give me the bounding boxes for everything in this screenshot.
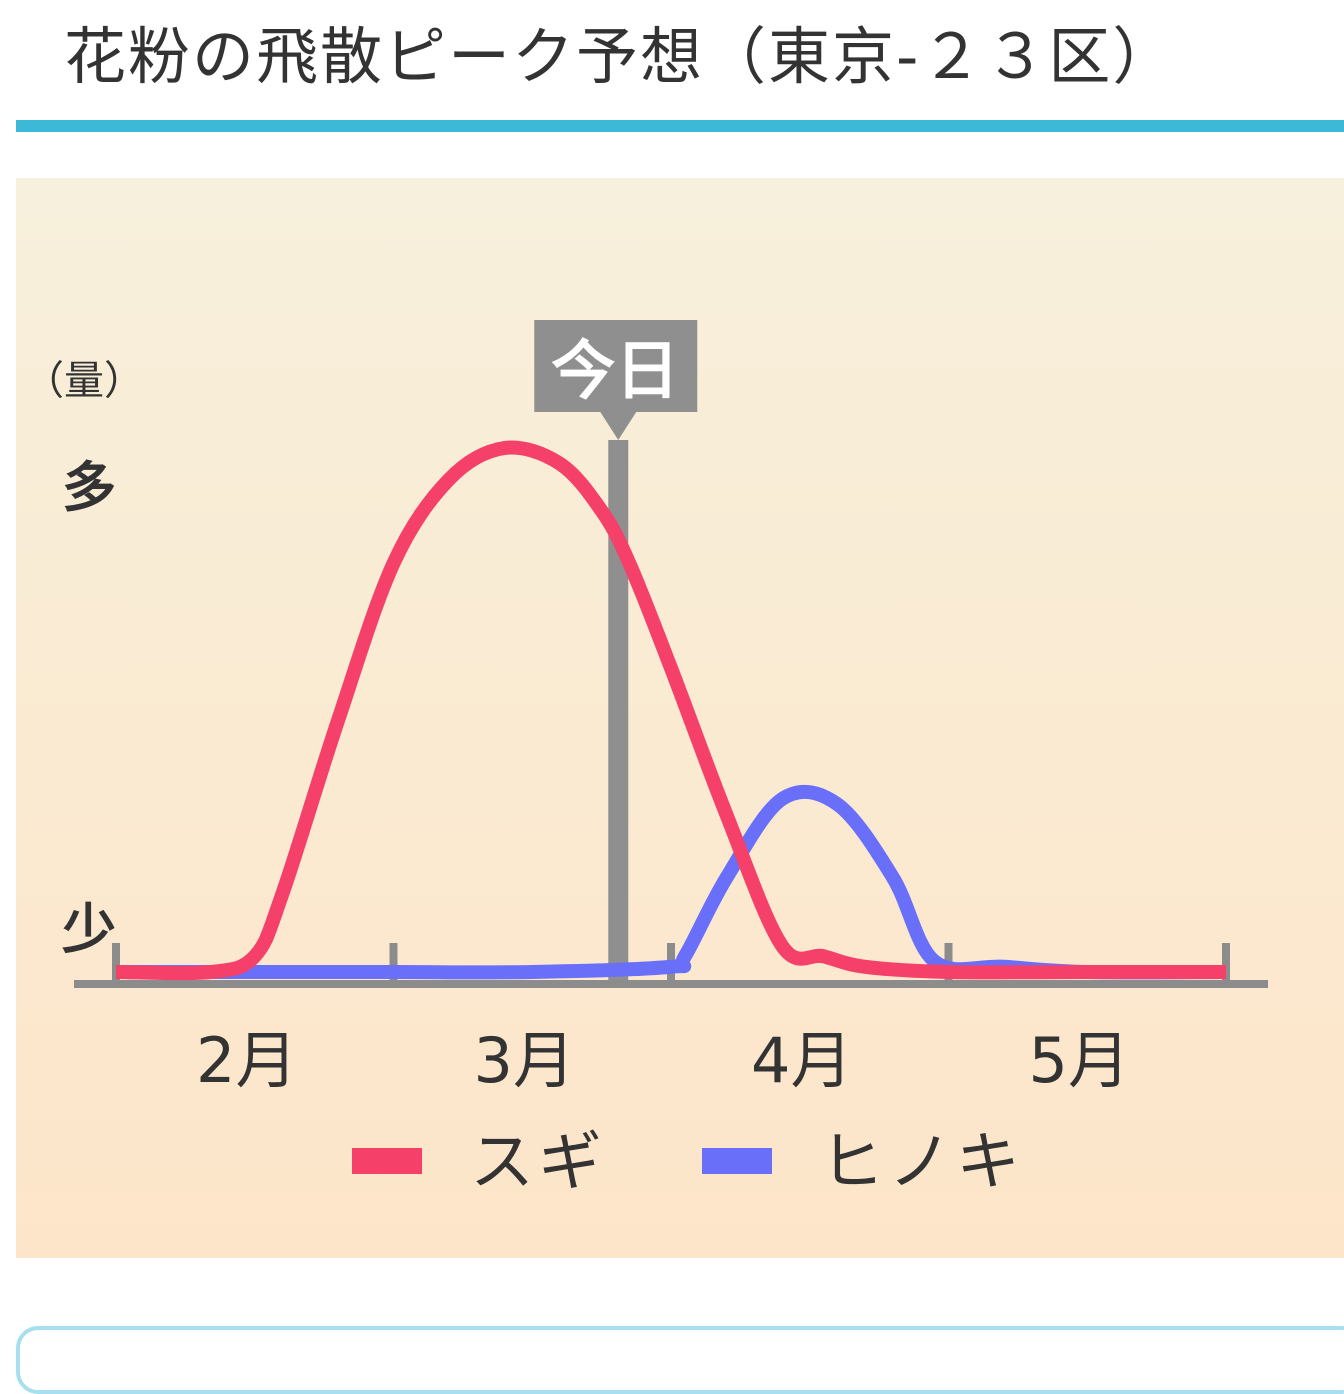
- today-badge: [534, 320, 698, 412]
- page-title: 花粉の飛散ピーク予想（東京-２３区）: [64, 20, 1177, 93]
- legend-label-1: スギ: [470, 1126, 606, 1200]
- legend-label-2: ヒノキ: [820, 1126, 1024, 1200]
- x-tick-label: 2月: [196, 1024, 297, 1097]
- today-label: 今日: [551, 335, 679, 409]
- series-line-1: [115, 440, 1226, 981]
- legend-swatch-2: [702, 1148, 772, 1174]
- today-badge-pointer: [600, 412, 637, 440]
- legend-swatch-1: [352, 1148, 422, 1174]
- y-axis-low-label: 少: [62, 898, 116, 961]
- x-tick-label: 5月: [1029, 1024, 1130, 1097]
- y-axis-unit-label: （量）: [24, 358, 144, 404]
- y-axis-high-label: 多: [62, 456, 116, 519]
- title-underline: [16, 120, 1344, 132]
- bottom-card: [16, 1326, 1344, 1394]
- x-tick-label: 4月: [751, 1024, 852, 1097]
- chart-panel: 今日 2月 3月 4月 5月 （量） 多少スギ ヒノキ: [16, 178, 1344, 1258]
- x-tick-label: 3月: [474, 1024, 575, 1097]
